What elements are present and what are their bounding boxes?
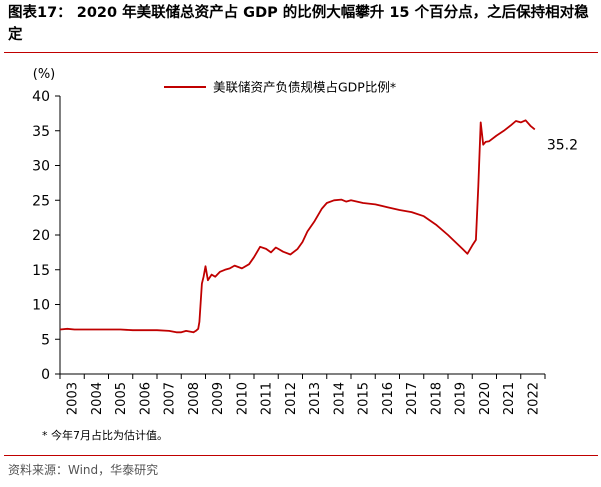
x-tick-label: 2011 <box>260 382 275 415</box>
y-tick-label: 10 <box>32 298 50 314</box>
x-tick-label: 2021 <box>502 382 517 415</box>
source-divider <box>4 455 598 456</box>
title-divider <box>4 52 598 53</box>
x-tick-label: 2012 <box>284 382 299 415</box>
y-tick-label: 25 <box>32 193 50 209</box>
y-tick-label: 35 <box>32 124 50 140</box>
y-tick-label: 20 <box>32 228 50 244</box>
y-tick-label: 5 <box>41 332 50 348</box>
series-group <box>59 119 536 334</box>
x-tick-label: 2020 <box>478 382 493 415</box>
x-tick-label: 2015 <box>357 382 372 415</box>
x-axis: 2003 2004 2005 2006 2007 2008 2009 2010 2011 2012… <box>59 373 546 415</box>
legend-label: 美联储资产负债规模占GDP比例* <box>213 80 396 95</box>
series-line <box>59 119 536 334</box>
y-tick-label: 40 <box>32 89 50 105</box>
last-value-label: 35.2 <box>547 137 578 153</box>
x-tick-label: 2019 <box>454 382 469 415</box>
footnote: * 今年7月占比为估计值。 <box>42 429 168 442</box>
x-tick-label: 2008 <box>187 382 202 415</box>
x-tick-label: 2009 <box>211 382 226 415</box>
x-tick-label: 2022 <box>526 382 541 415</box>
y-tick-label: 15 <box>32 263 50 279</box>
x-tick-label: 2007 <box>163 382 178 415</box>
x-tick-label: 2013 <box>308 382 323 415</box>
y-axis-unit-label: (%) <box>33 67 56 82</box>
source-text: 资料来源：Wind，华泰研究 <box>8 463 159 477</box>
x-tick-label: 2006 <box>138 382 153 415</box>
x-tick-label: 2017 <box>405 382 420 415</box>
y-tick-label: 30 <box>32 159 50 175</box>
chart-title: 图表17： 2020 年美联储总资产占 GDP 的比例大幅攀升 15 个百分点，… <box>8 5 589 43</box>
x-tick-label: 2005 <box>114 382 129 415</box>
x-tick-label: 2018 <box>429 382 444 415</box>
x-tick-label: 2004 <box>90 382 105 415</box>
y-tick-label: 0 <box>41 367 50 383</box>
x-tick-label: 2003 <box>66 382 81 415</box>
x-tick-label: 2014 <box>332 382 347 415</box>
x-tick-label: 2010 <box>235 382 250 415</box>
y-axis: 0 5 10 15 20 25 30 35 40 <box>32 89 61 383</box>
x-tick-label: 2016 <box>381 382 396 415</box>
legend: 美联储资产负债规模占GDP比例* <box>164 80 396 95</box>
